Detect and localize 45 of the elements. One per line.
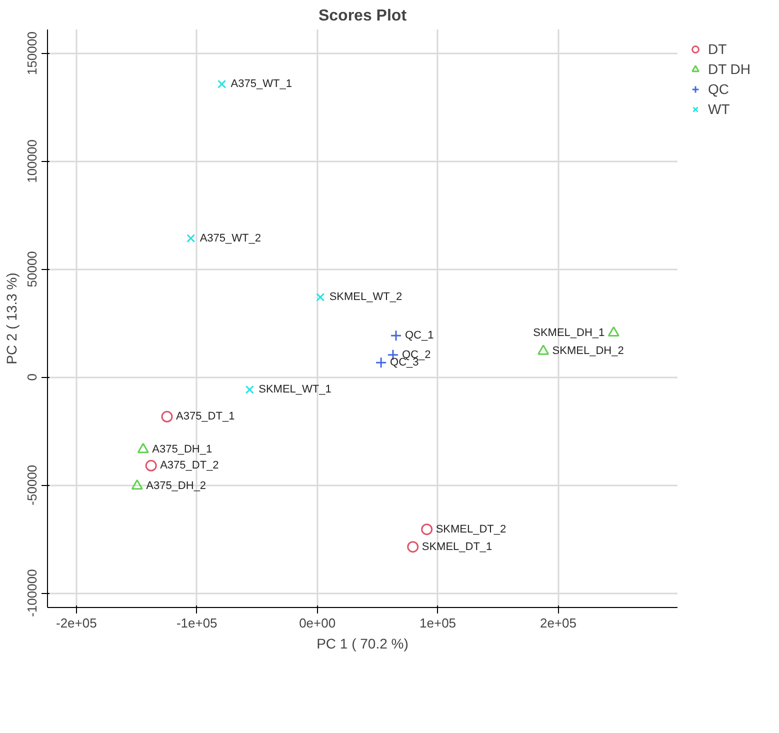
point [608,326,620,336]
legend-label: QC [708,81,729,97]
annotation: QC_1 [404,330,434,342]
point [390,330,402,342]
point [538,344,550,355]
annotation: SKMEL_DT_1 [422,540,492,553]
legend-label: DT [708,41,728,57]
x-tick-label: -2e+05 [56,616,97,630]
y-tick-label: 0 [24,374,40,381]
annotation: A375_WT_2 [200,232,261,244]
annotation: SKMEL_WT_1 [258,384,332,396]
chart-title: Scores Plot [318,8,408,24]
y-tick-label: -100000 [24,569,40,617]
point [131,479,143,490]
annotation: A375_DH_1 [152,443,212,456]
x-tick-label: 0e+00 [299,616,336,630]
y-tick-label: -50000 [24,464,40,506]
point [186,234,196,243]
annotation: SKMEL_DT_2 [436,523,506,536]
x-tick-label: 2e+05 [540,616,577,630]
point [316,292,325,302]
y-tick-label: 100000 [24,140,40,183]
y-tick-label: 50000 [24,251,40,288]
x-tick-label: -1e+05 [176,616,218,630]
point [245,385,254,394]
point [161,410,173,422]
point [407,541,419,553]
point [218,80,226,88]
point [137,442,149,454]
legend-label: WT [708,101,730,117]
annotation: A375_WT_1 [230,78,292,90]
annotation: SKMEL_DH_2 [552,345,624,358]
point [421,524,433,536]
annotation: SKMEL_DH_1 [533,326,605,339]
x-tick-label: 1e+05 [420,616,456,630]
annotation: SKMEL_WT_2 [329,291,402,304]
x-axis-title: PC 1 ( 70.2 %) [316,636,408,652]
annotation: A375_DT_2 [160,460,219,472]
legend-label: DT DH [708,61,751,77]
annotation: A375_DT_1 [176,410,235,423]
annotation: A375_DH_2 [146,480,206,492]
y-tick-label: 150000 [24,32,40,75]
point [145,460,157,472]
y-axis-title: PC 2 ( 13.3 %) [4,272,20,364]
point [375,356,387,368]
